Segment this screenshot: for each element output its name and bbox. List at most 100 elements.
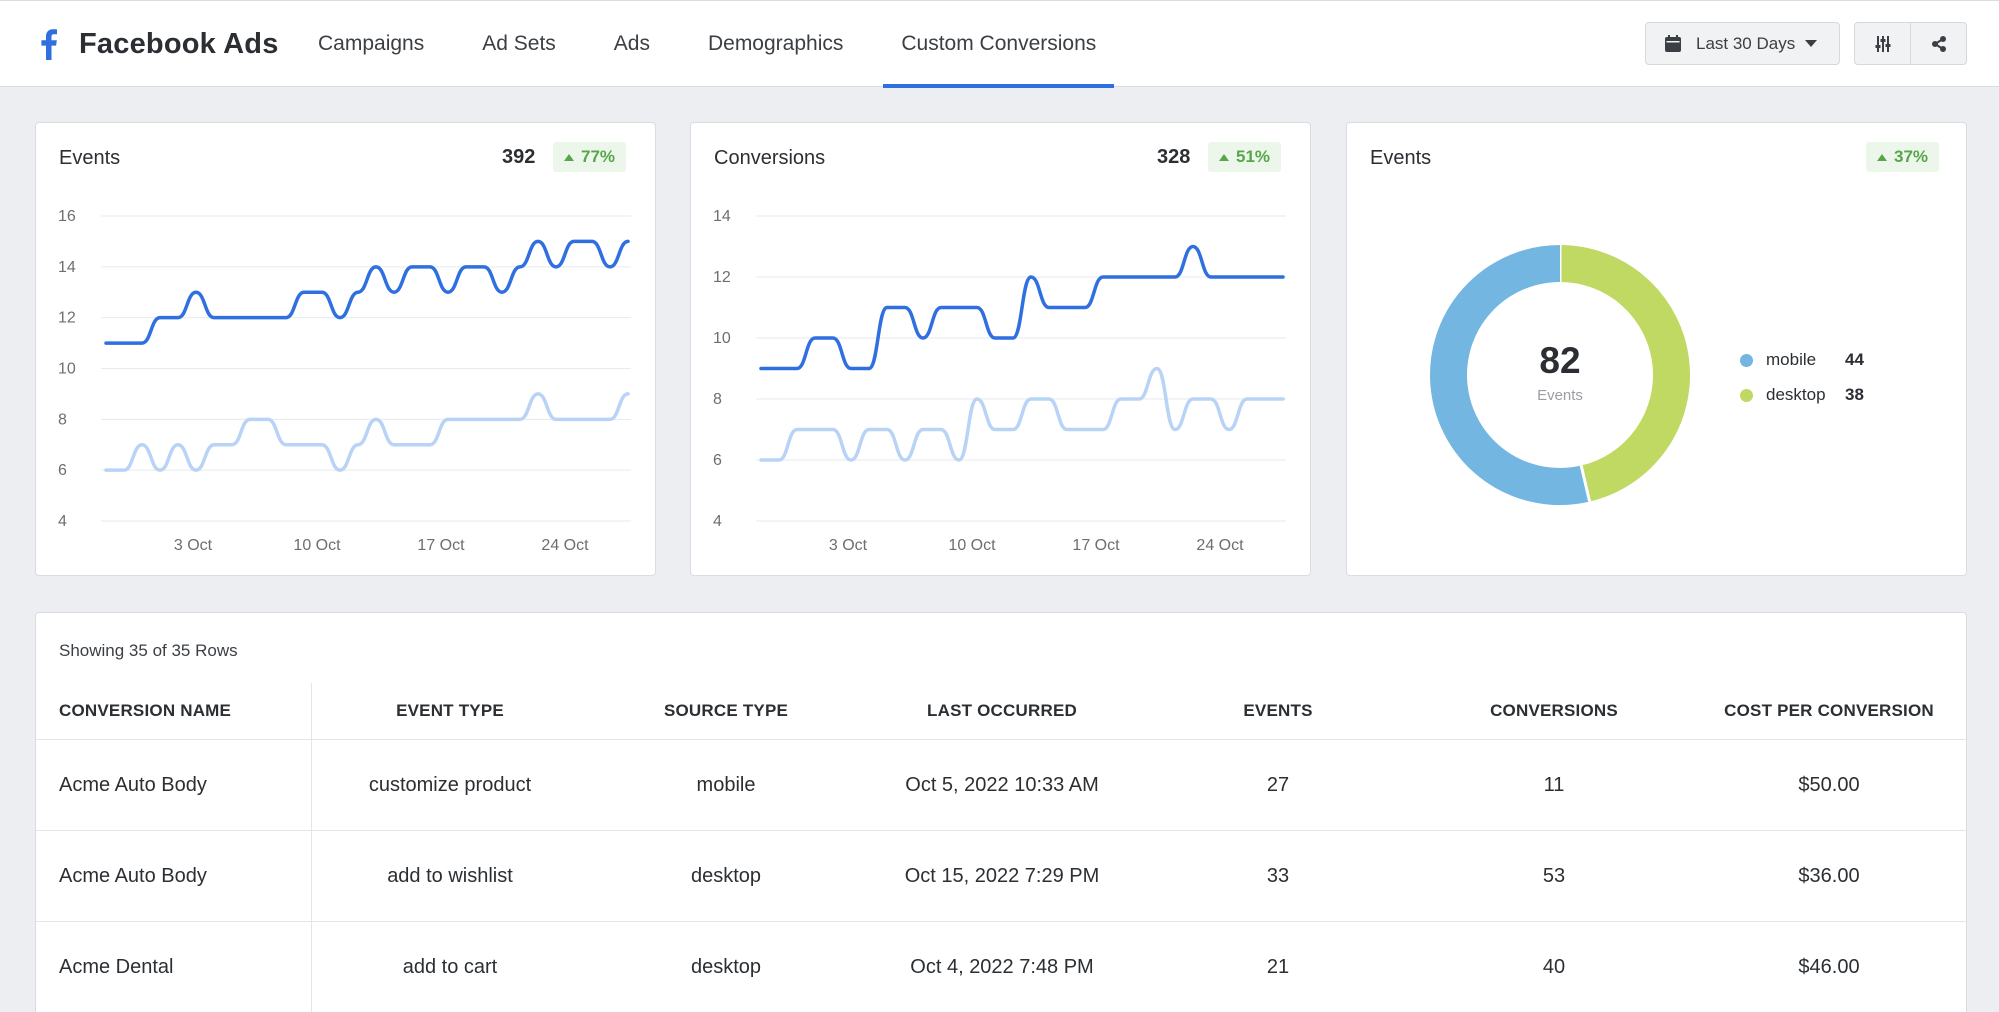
cell-conversions: 53 <box>1542 864 1566 887</box>
x-tick-label: 3 Oct <box>829 537 868 554</box>
cell-source-type: desktop <box>690 864 762 887</box>
legend-label: desktop <box>1766 385 1826 404</box>
app-title: Facebook Ads <box>79 27 279 60</box>
column-header-events[interactable]: EVENTS <box>1243 701 1313 720</box>
card-title: Events <box>59 147 121 169</box>
legend-dot <box>1740 353 1753 367</box>
y-tick-label: 8 <box>713 391 722 408</box>
chevron-down-icon <box>1805 40 1818 47</box>
x-tick-label: 24 Oct <box>1196 537 1244 554</box>
y-tick-label: 10 <box>713 330 731 347</box>
y-tick-label: 14 <box>713 208 731 225</box>
y-tick-label: 8 <box>58 411 67 428</box>
card-title: Events <box>1370 147 1432 169</box>
tab-custom-conversions[interactable]: Custom Conversions <box>883 1 1115 88</box>
share-button[interactable] <box>1910 23 1966 64</box>
table-header-row: CONVERSION NAME EVENT TYPE SOURCE TYPE L… <box>36 683 1966 740</box>
series-line-current <box>104 239 630 345</box>
cell-event-type: add to cart <box>402 955 498 978</box>
y-tick-label: 6 <box>58 462 67 479</box>
trend-up-icon <box>564 153 574 161</box>
cell-source-type: mobile <box>696 773 756 796</box>
x-tick-label: 17 Oct <box>417 537 465 554</box>
cell-event-type: add to wishlist <box>387 864 513 887</box>
main-nav: Campaigns Ad Sets Ads Demographics Custo… <box>300 1 1136 88</box>
conversions-table: CONVERSION NAME EVENT TYPE SOURCE TYPE L… <box>36 683 1966 1012</box>
table-row: Acme Dental add to cart desktop Oct 4, 2… <box>36 922 1966 1012</box>
filter-sliders-icon <box>1875 35 1890 52</box>
donut-center-label: Events <box>1537 387 1583 404</box>
cell-source-type: desktop <box>690 955 762 978</box>
events-line-card: Events 392 77% 4 6 8 10 12 14 16 3 Oct 10 Oct 17 … <box>35 122 656 576</box>
cell-conversion-name: Acme Auto Body <box>36 740 312 830</box>
facebook-logo-icon <box>41 29 57 60</box>
x-tick-label: 3 Oct <box>174 537 213 554</box>
column-header-last-occurred[interactable]: LAST OCCURRED <box>927 701 1077 720</box>
cell-cost-per-conversion: $36.00 <box>1798 864 1860 887</box>
series-line-previous <box>759 366 1285 462</box>
conversions-line-chart: 4 6 8 10 12 14 3 Oct 10 Oct 17 Oct 24 Oct <box>713 208 1286 554</box>
trend-up-icon <box>1219 153 1229 161</box>
x-tick-label: 17 Oct <box>1072 537 1120 554</box>
legend-value: 38 <box>1845 385 1864 404</box>
cell-conversion-name: Acme Auto Body <box>36 831 312 921</box>
cell-last-occurred: Oct 5, 2022 10:33 AM <box>905 773 1099 796</box>
series-line-previous <box>104 392 630 472</box>
legend-dot <box>1740 388 1753 402</box>
column-header-conversion-name[interactable]: CONVERSION NAME <box>36 683 312 739</box>
cell-events: 33 <box>1266 864 1290 887</box>
cell-conversion-name: Acme Dental <box>36 922 312 1012</box>
change-badge: 51% <box>1208 142 1282 172</box>
cell-conversions: 40 <box>1542 955 1566 978</box>
column-header-event-type[interactable]: EVENT TYPE <box>396 701 504 720</box>
tab-campaigns[interactable]: Campaigns <box>318 32 425 55</box>
table-row: Acme Auto Body customize product mobile … <box>36 740 1966 831</box>
date-range-dropdown[interactable]: Last 30 Days <box>1645 22 1840 65</box>
top-bar: Facebook Ads Campaigns Ad Sets Ads Demog… <box>0 0 1999 88</box>
rows-info: Showing 35 of 35 Rows <box>59 641 238 660</box>
cell-last-occurred: Oct 4, 2022 7:48 PM <box>910 955 1094 978</box>
change-value: 51% <box>1236 147 1271 166</box>
y-tick-label: 4 <box>58 513 67 530</box>
tab-ads[interactable]: Ads <box>613 32 650 55</box>
conversions-table-card: Showing 35 of 35 Rows CONVERSION NAME EV… <box>35 612 1967 1012</box>
legend-item-desktop[interactable]: desktop 38 <box>1740 384 1864 406</box>
column-header-cost-per-conversion[interactable]: COST PER CONVERSION <box>1724 701 1934 720</box>
trend-up-icon <box>1877 153 1887 161</box>
y-tick-label: 12 <box>58 310 76 327</box>
date-range-label: Last 30 Days <box>1696 33 1796 53</box>
y-tick-label: 4 <box>713 513 722 530</box>
share-icon <box>1931 35 1946 52</box>
toolbar-icon-group <box>1854 22 1967 65</box>
column-header-conversions[interactable]: CONVERSIONS <box>1490 701 1618 720</box>
donut-slice-desktop[interactable] <box>1559 245 1690 502</box>
filter-settings-button[interactable] <box>1855 23 1910 64</box>
slice-separator <box>1579 465 1592 502</box>
cell-event-type: customize product <box>368 773 532 796</box>
events-line-chart: 4 6 8 10 12 14 16 3 Oct 10 Oct 17 Oct 24 Oct <box>58 208 631 554</box>
brand: Facebook Ads <box>36 1 279 87</box>
donut-center-value: 82 <box>1539 340 1581 381</box>
donut-slice-mobile[interactable] <box>1430 245 1590 505</box>
legend-value: 44 <box>1845 350 1864 369</box>
x-tick-label: 24 Oct <box>541 537 589 554</box>
change-badge: 37% <box>1866 142 1940 172</box>
change-value: 37% <box>1894 147 1929 166</box>
cell-conversions: 11 <box>1543 773 1565 796</box>
legend-item-mobile[interactable]: mobile 44 <box>1740 349 1864 371</box>
tab-demographics[interactable]: Demographics <box>707 32 844 55</box>
column-header-source-type[interactable]: SOURCE TYPE <box>663 701 789 720</box>
cell-last-occurred: Oct 15, 2022 7:29 PM <box>904 864 1100 887</box>
tab-ad-sets[interactable]: Ad Sets <box>482 32 556 55</box>
y-tick-label: 10 <box>58 361 76 378</box>
card-title: Conversions <box>714 147 826 169</box>
table-row: Acme Auto Body add to wishlist desktop O… <box>36 831 1966 922</box>
y-tick-label: 14 <box>58 259 76 276</box>
card-total: 328 <box>1157 146 1191 168</box>
legend-label: mobile <box>1766 350 1817 369</box>
calendar-icon <box>1665 35 1681 52</box>
y-tick-label: 16 <box>58 208 76 225</box>
y-tick-label: 6 <box>713 452 722 469</box>
cell-cost-per-conversion: $46.00 <box>1798 955 1860 978</box>
